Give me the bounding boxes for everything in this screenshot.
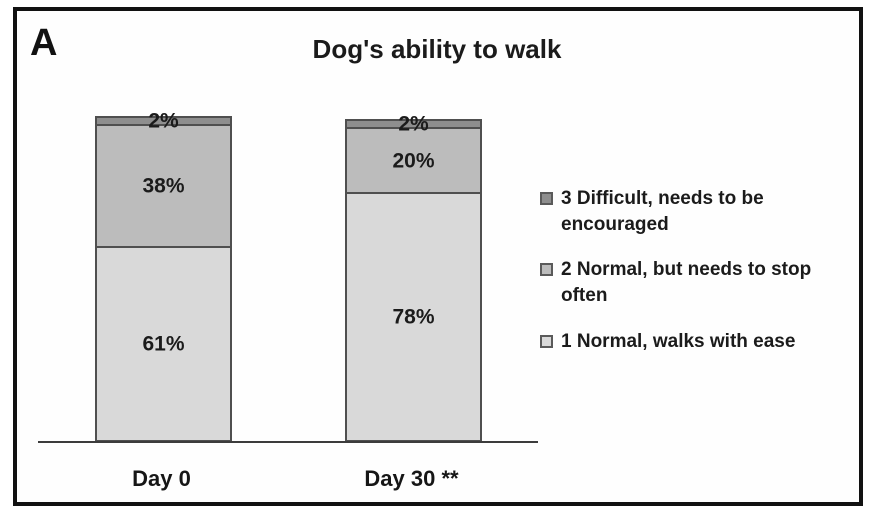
bar-segment: 61%	[97, 245, 230, 440]
legend-item: 2 Normal, but needs to stop often	[540, 257, 856, 308]
segment-value-label: 78%	[392, 305, 435, 329]
segment-value-label: 20%	[392, 149, 435, 173]
legend-swatch	[540, 192, 553, 205]
bar-segment: 38%	[97, 124, 230, 246]
segment-value-label: 2%	[148, 109, 179, 133]
legend-label: 2 Normal, but needs to stop often	[561, 259, 812, 306]
x-axis-line	[38, 441, 538, 443]
legend-label: 1 Normal, walks with ease	[561, 330, 796, 352]
stacked-bar: 2% 20% 78%	[345, 114, 482, 442]
segment-value-label: 2%	[398, 112, 429, 136]
legend-swatch	[540, 334, 553, 348]
panel-label: A	[30, 22, 58, 64]
bar-segment: 20%	[347, 127, 480, 193]
legend-label: 3 Difficult, needs to be encouraged	[561, 188, 764, 235]
legend-item: 1 Normal, walks with ease	[540, 329, 856, 355]
segment-value-label: 61%	[142, 332, 185, 356]
legend: 3 Difficult, needs to be encouraged 2 Nor…	[540, 186, 856, 374]
x-axis-category-label: Day 0	[132, 466, 191, 491]
x-axis-category-label: Day 30 **	[364, 466, 459, 491]
segment-value-label: 38%	[142, 174, 185, 198]
legend-item: 3 Difficult, needs to be encouraged	[540, 186, 856, 237]
stacked-bar: 2% 38% 61%	[95, 111, 232, 442]
chart-title: Dog's ability to walk	[312, 34, 562, 64]
bar-segment: 78%	[347, 192, 480, 440]
bar-segment: 2%	[347, 114, 480, 135]
legend-swatch	[540, 263, 553, 277]
bar-segment: 2%	[97, 111, 230, 132]
